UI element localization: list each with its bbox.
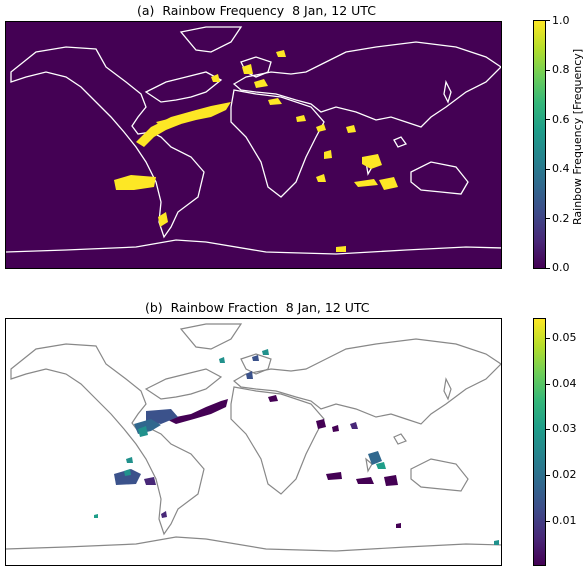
panel-a-map [5,21,502,269]
panel-b-colorbar-tick: 0.05 [552,331,577,344]
panel-b-map [5,318,502,566]
panel-a-title: (a) Rainbow Frequency 8 Jan, 12 UTC [137,3,376,18]
panel-b-colorbar-tick: 0.04 [552,377,577,390]
panel-a-map-svg [6,26,501,255]
panel-b-map-svg [6,323,501,552]
panel-a-colorbar-tick: 0.6 [552,113,570,126]
panel-a-colorbar-tick: 0.2 [552,212,570,225]
panel-a-colorbar-tick: 0.0 [552,261,570,274]
panel-b-colorbar [533,318,546,566]
panel-a-colorbar-label: Rainbow Frequency [Frequency] [571,48,584,225]
panel-b-coastlines [6,323,501,552]
panel-b-rainbow-cells [94,349,499,545]
panel-b-title: (b) Rainbow Fraction 8 Jan, 12 UTC [145,300,370,315]
panel-a-colorbar-tick: 1.0 [552,14,570,27]
panel-a-colorbar-tick: 0.4 [552,162,570,175]
panel-a-coastlines [6,26,501,255]
panel-b-colorbar-tick: 0.03 [552,422,577,435]
panel-a-colorbar-tick: 0.8 [552,63,570,76]
panel-b-colorbar-tick: 0.01 [552,514,577,527]
panel-b-colorbar-tick: 0.02 [552,468,577,481]
panel-a-colorbar [533,20,546,269]
panel-a-rainbow-cells [114,50,398,252]
